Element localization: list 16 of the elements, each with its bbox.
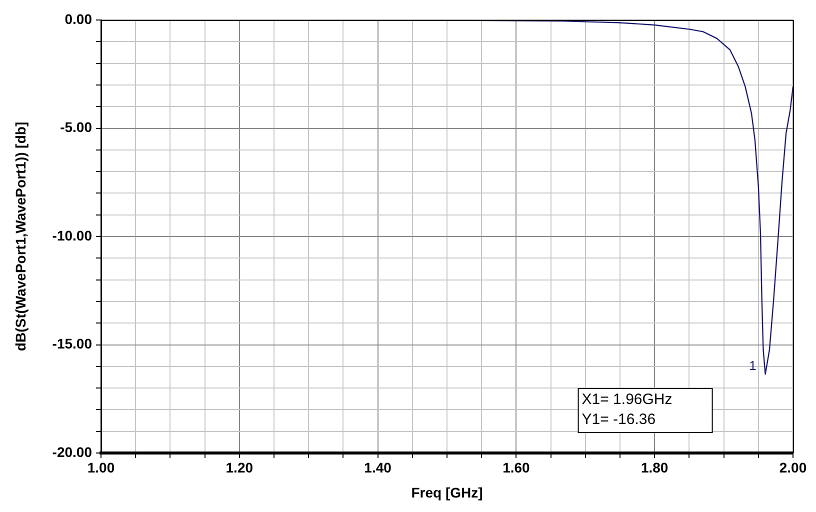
annotation: X1= 1.96GHz [582,391,672,408]
x-tick-label: 1.60 [502,459,530,476]
x-tick-label: 2.00 [779,459,807,476]
y-tick-label: -10.00 [52,227,92,244]
annotation: Y1= -16.36 [582,411,656,428]
x-axis-title: Freq [GHz] [411,484,483,500]
x-tick-label: 1.00 [87,459,115,476]
y-axis-title: dB(St(WavePort1,WavePort1)) [db] [12,122,28,352]
y-tick-label: -5.00 [60,119,92,136]
annotation: 1 [749,358,756,373]
x-tick-label: 1.80 [640,459,668,476]
y-tick-label: 0.00 [64,10,92,27]
x-tick-label: 1.40 [364,459,392,476]
y-tick-label: -20.00 [52,444,92,460]
x-tick-label: 1.20 [226,459,254,476]
y-tick-label: -15.00 [52,336,92,352]
